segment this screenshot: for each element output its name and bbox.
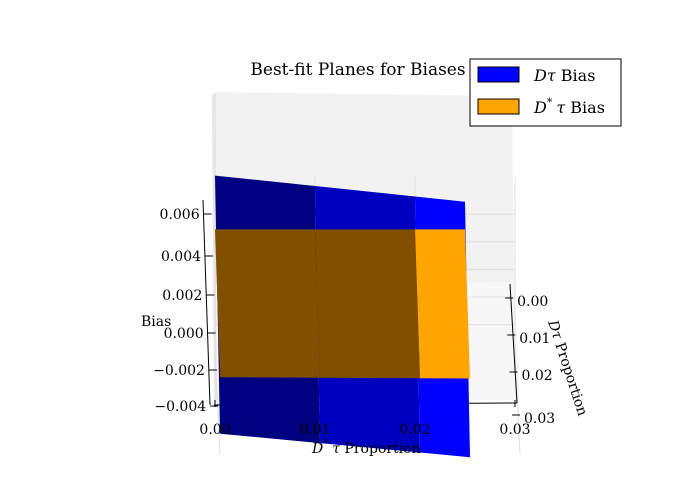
plane-1-band-0 — [215, 229, 320, 378]
x-tick-label-2: 0.02 — [399, 422, 430, 438]
chart-title: Best-fit Planes for Biases — [250, 60, 465, 80]
z-axis-label: Bias — [141, 314, 171, 330]
y-axis-label-sym: D — [544, 317, 563, 334]
y-tick-label-1: 0.01 — [519, 331, 550, 347]
z-tick-label-0: −0.004 — [154, 399, 206, 415]
legend-swatch-dtau — [477, 66, 520, 83]
x-axis-label-tau: τ — [332, 441, 340, 457]
plane-1-band-1 — [315, 229, 420, 379]
y-axis-line — [509, 283, 518, 404]
x-axis-label-sup: * — [323, 438, 328, 449]
y-tick-label-2: 0.02 — [521, 368, 552, 384]
x-tick-label-0: 0.00 — [199, 422, 230, 438]
z-tick-label-1: −0.002 — [153, 363, 205, 379]
x-tick-label-3: 0.03 — [499, 422, 530, 438]
planes — [215, 175, 470, 458]
legend-swatch-dstartau — [477, 98, 520, 115]
z-axis-line — [202, 199, 211, 406]
y-tick-label-0: 0.00 — [517, 294, 548, 310]
x-tick-label-1: 0.01 — [299, 422, 330, 438]
grid-floor-x-0 — [214, 349, 221, 455]
x-axis-label-rest: Proportion — [340, 441, 421, 457]
x-axis-label: D* τ Proportion — [311, 438, 421, 457]
z-tick-label-3: 0.002 — [162, 288, 202, 304]
z-tick-label-5: 0.006 — [160, 207, 200, 223]
grid-floor-x-3 — [514, 349, 521, 455]
y-tick-label-3: 0.03 — [524, 411, 555, 427]
legend-label-dtau: Dτ Bias — [533, 66, 595, 85]
plane-1-band-2 — [415, 229, 470, 379]
legend: Dτ Bias D* τ Bias — [469, 58, 622, 127]
x-axis-label-sym: D — [311, 441, 323, 457]
y-axis-label-rest: Proportion — [550, 336, 590, 418]
tick-labels: 0.00 0.01 0.02 0.03 −0.004 −0.002 0.000 0.002 0.… — [153, 207, 555, 438]
z-tick-label-4: 0.004 — [161, 249, 201, 265]
legend-label-dstartau: D* τ Bias — [533, 96, 605, 117]
z-tick-label-2: 0.000 — [164, 326, 204, 342]
